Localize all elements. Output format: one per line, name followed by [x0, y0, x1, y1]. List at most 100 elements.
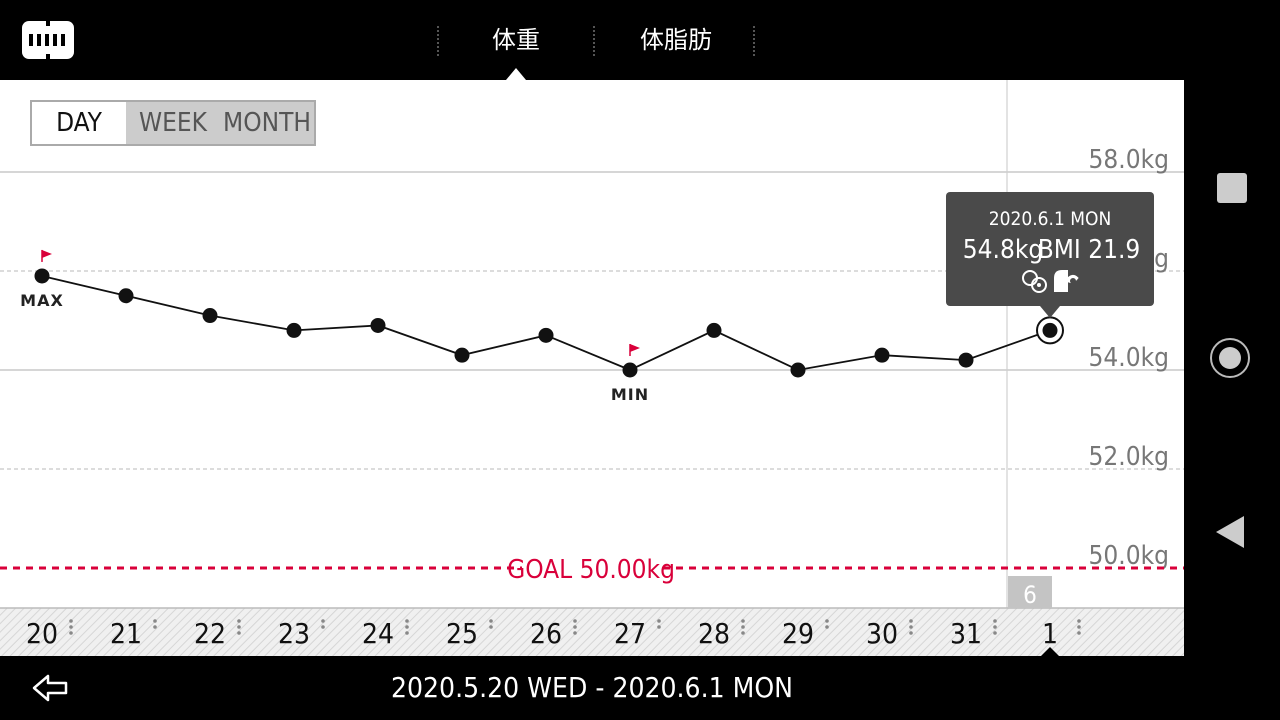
scale-device-icon — [1022, 270, 1047, 293]
x-tick-dot — [321, 619, 325, 623]
x-tick-dot — [405, 625, 409, 629]
tab-separator — [437, 26, 439, 56]
month-badge-label: 6 — [1023, 581, 1037, 609]
min-flag-icon — [629, 344, 640, 356]
tooltip-pointer — [1040, 306, 1060, 318]
data-point[interactable] — [874, 347, 890, 363]
x-tick-dot — [993, 619, 997, 623]
x-tick-dot — [1077, 631, 1081, 635]
y-tick-label: 54.0kg — [1089, 343, 1169, 373]
x-tick-label: 21 — [110, 617, 142, 650]
period-month-button[interactable]: MONTH — [223, 108, 311, 138]
x-tick-dot — [909, 631, 913, 635]
x-tick-dot — [657, 625, 661, 629]
x-tick-dot — [993, 625, 997, 629]
period-week-button[interactable]: WEEK — [138, 108, 208, 138]
selected-tab-caret-icon — [506, 68, 526, 80]
x-tick-dot — [993, 631, 997, 635]
tab-weight[interactable]: 体重 — [492, 26, 540, 54]
month-badge — [1008, 576, 1052, 608]
x-tick-dot — [825, 619, 829, 623]
x-tick-label: 23 — [278, 617, 310, 650]
home-icon[interactable] — [1210, 338, 1250, 378]
data-point[interactable] — [118, 288, 134, 304]
tooltip-bmi: BMI 21.9 — [1038, 235, 1141, 265]
x-tick-dot — [69, 619, 73, 623]
max-label: MAX — [20, 291, 64, 310]
x-tick-dot — [573, 631, 577, 635]
x-tick-dot — [909, 619, 913, 623]
x-tick-label: 24 — [362, 617, 394, 650]
data-point[interactable] — [286, 322, 302, 338]
data-point[interactable] — [538, 327, 554, 343]
period-selector: DAY WEEK MONTH — [30, 100, 316, 146]
tooltip-weight: 54.8kg — [963, 235, 1043, 265]
x-tick-dot — [657, 619, 661, 623]
x-tick-dot — [741, 625, 745, 629]
tooltip-box — [946, 192, 1154, 306]
x-tick-label: 25 — [446, 617, 478, 650]
back-arrow-icon[interactable] — [30, 670, 70, 706]
x-tick-label: 31 — [950, 617, 982, 650]
x-tick-dot — [1077, 619, 1081, 623]
x-tick-label: 29 — [782, 617, 814, 650]
x-tick-dot — [573, 625, 577, 629]
x-tick-dot — [573, 619, 577, 623]
min-label: MIN — [611, 385, 649, 404]
date-range-text: 2020.5.20 WED - 2020.6.1 MON — [390, 671, 793, 704]
data-point[interactable] — [1042, 322, 1058, 338]
goal-label-bg — [522, 552, 660, 584]
x-tick-dot — [741, 631, 745, 635]
data-point[interactable] — [706, 322, 722, 338]
recent-apps-icon[interactable] — [1217, 173, 1247, 203]
x-tick-dot — [153, 619, 157, 623]
x-tick-dot — [321, 625, 325, 629]
x-tick-dot — [489, 619, 493, 623]
data-point[interactable] — [454, 347, 470, 363]
data-point[interactable] — [202, 308, 218, 324]
x-tick-dot — [405, 631, 409, 635]
y-tick-label: 52.0kg — [1089, 442, 1169, 472]
x-tick-dot — [825, 625, 829, 629]
x-tick-dot — [1077, 625, 1081, 629]
max-flag-icon — [41, 249, 52, 262]
data-point[interactable] — [790, 362, 806, 378]
x-tick-label: 26 — [530, 617, 562, 650]
data-point[interactable] — [622, 362, 638, 378]
data-point[interactable] — [34, 268, 50, 284]
data-point[interactable] — [370, 317, 386, 333]
y-tick-label: 58.0kg — [1089, 145, 1169, 175]
x-tick-dot — [237, 619, 241, 623]
top-bar: 体重 体脂肪 — [0, 0, 1184, 80]
tab-body-fat[interactable]: 体脂肪 — [640, 26, 712, 54]
bottom-bar — [0, 656, 1184, 720]
tab-separator — [753, 26, 755, 56]
x-tick-label: 30 — [866, 617, 898, 650]
x-tick-label: 20 — [26, 617, 58, 650]
data-point[interactable] — [958, 352, 974, 368]
x-axis-band — [0, 608, 1184, 656]
tab-separator — [593, 26, 595, 56]
person-source-icon — [1054, 270, 1079, 292]
x-tick-label: 1 — [1042, 617, 1058, 650]
weight-series-line — [41, 275, 1051, 371]
x-tick-label: 22 — [194, 617, 226, 650]
nav-back-icon[interactable] — [1216, 516, 1244, 548]
x-tick-dot — [909, 625, 913, 629]
x-tick-dot — [741, 619, 745, 623]
goal-label: GOAL 50.00kg — [507, 555, 675, 585]
x-tick-dot — [489, 625, 493, 629]
x-tick-dot — [153, 625, 157, 629]
x-tick-dot — [69, 625, 73, 629]
y-tick-label: 50.0kg — [1089, 541, 1169, 571]
x-tick-label: 27 — [614, 617, 646, 650]
app-logo-icon[interactable] — [22, 21, 74, 59]
date-range: 2020.5.20 WED - 2020.6.1 MON — [0, 656, 1184, 720]
tooltip-date: 2020.6.1 MON — [989, 208, 1112, 230]
selected-day-caret-icon — [1041, 647, 1059, 656]
period-day-button[interactable]: DAY — [32, 102, 126, 144]
x-tick-dot — [405, 619, 409, 623]
